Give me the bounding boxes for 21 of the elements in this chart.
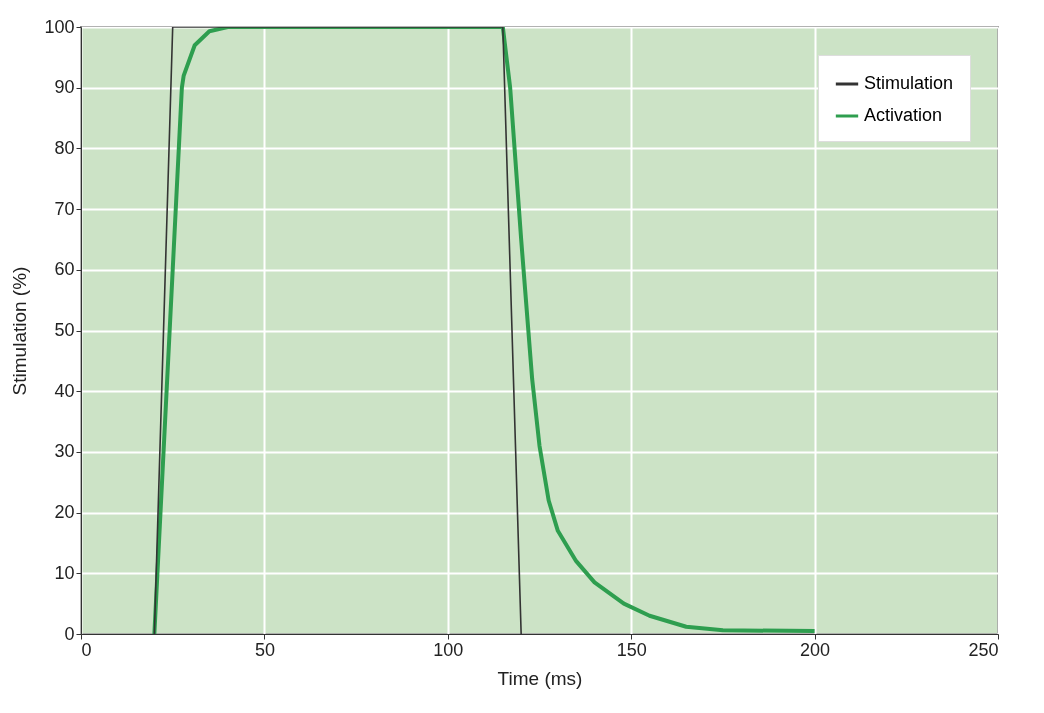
x-tick-label: 250: [968, 639, 999, 660]
x-tick-label: 100: [433, 639, 464, 660]
y-tick-label: 80: [54, 137, 75, 158]
y-tick-label: 70: [54, 198, 75, 219]
y-tick-label: 40: [54, 380, 75, 401]
x-tick-label: 0: [81, 639, 92, 660]
y-tick-label: 50: [54, 320, 75, 340]
y-tick-label: 100: [44, 16, 75, 37]
x-axis-title: Time (ms): [497, 667, 583, 689]
y-tick-label: 0: [64, 623, 75, 644]
y-tick-label: 20: [54, 502, 75, 523]
x-tick-label: 150: [616, 639, 647, 660]
legend-label: Activation: [864, 105, 943, 125]
legend-label: Stimulation: [864, 73, 954, 93]
x-tick-label: 50: [254, 639, 275, 660]
y-tick-label: 10: [54, 562, 75, 583]
y-tick-label: 30: [54, 441, 75, 462]
y-axis-title: Stimulation (%): [9, 266, 31, 396]
y-tick-label: 90: [54, 77, 75, 98]
x-tick-label: 200: [800, 639, 831, 660]
y-tick-label: 60: [54, 259, 75, 280]
